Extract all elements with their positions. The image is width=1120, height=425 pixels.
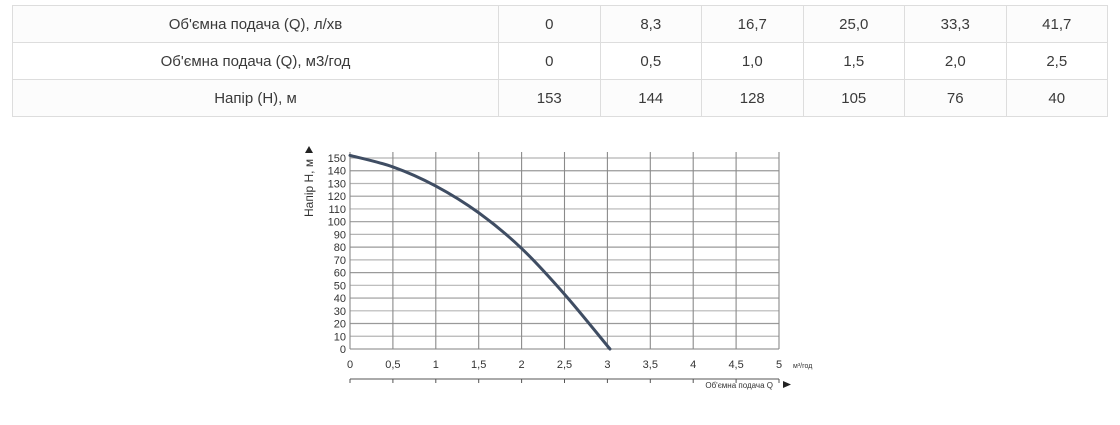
table-cell: 0: [498, 42, 601, 80]
x-tick-label: 4: [690, 359, 696, 371]
table-cell: 2,0: [904, 42, 1007, 80]
x-unit-label: м³/год: [793, 363, 812, 370]
table-cell: 41,7: [1005, 5, 1108, 43]
performance-table: Об'ємна подача (Q), л/хв 0 8,3 16,7 25,0 33,3…: [12, 5, 1108, 117]
x-tick-label: 1: [433, 359, 439, 371]
table-cell: 153: [498, 79, 601, 117]
x-axis-title: Об'ємна подача Q: [705, 381, 773, 390]
table-row: Об'ємна подача (Q), л/хв 0 8,3 16,7 25,0 33,3…: [12, 5, 1108, 43]
y-tick-label: 50: [334, 280, 346, 292]
x-tick-label: 2: [519, 359, 525, 371]
row-label: Напір (H), м: [12, 79, 499, 117]
table-cell: 0,5: [599, 42, 702, 80]
table-row: Об'ємна подача (Q), м3/год 0 0,5 1,0 1,5 2,0 2…: [12, 42, 1108, 80]
x-tick-label: 5: [776, 359, 782, 371]
table-row: Напір (H), м 153 144 128 105 76 40: [12, 79, 1108, 117]
y-tick-label: 90: [334, 229, 346, 241]
x-tick-label: 4,5: [728, 359, 743, 371]
y-tick-label: 120: [328, 191, 346, 203]
y-tick-label: 20: [334, 319, 346, 331]
table-cell: 144: [599, 79, 702, 117]
y-tick-label: 40: [334, 293, 346, 305]
y-tick-label: 10: [334, 331, 346, 343]
y-tick-label: 150: [328, 153, 346, 165]
x-arrow-icon: [783, 381, 791, 388]
y-arrow-icon: [305, 146, 313, 153]
table-cell: 33,3: [904, 5, 1007, 43]
y-tick-label: 70: [334, 255, 346, 267]
head-curve-line: [348, 153, 612, 351]
y-tick-label: 110: [328, 204, 346, 216]
pump-curve-chart: 0 10 20 30 40 50 60 70 80 90 100 110 120 130 140 150 0 0,…: [280, 138, 840, 408]
y-tick-label: 0: [340, 344, 346, 356]
y-tick-label: 130: [328, 178, 346, 190]
x-tick-label: 3,5: [643, 359, 658, 371]
table-cell: 25,0: [802, 5, 905, 43]
x-tick-label: 0: [347, 359, 353, 371]
table-cell: 40: [1005, 79, 1108, 117]
x-tick-label: 1,5: [471, 359, 486, 371]
table-cell: 8,3: [599, 5, 702, 43]
table-cell: 1,0: [701, 42, 804, 80]
table-cell: 76: [904, 79, 1007, 117]
table-cell: 2,5: [1005, 42, 1108, 80]
x-tick-label: 3: [604, 359, 610, 371]
table-cell: 105: [802, 79, 905, 117]
table-cell: 1,5: [802, 42, 905, 80]
table-cell: 16,7: [701, 5, 804, 43]
y-tick-label: 30: [334, 306, 346, 318]
y-tick-label: 80: [334, 242, 346, 254]
x-tick-label: 0,5: [385, 359, 400, 371]
y-tick-label: 100: [328, 217, 346, 229]
y-tick-label: 140: [328, 166, 346, 178]
row-label: Об'ємна подача (Q), м3/год: [12, 42, 499, 80]
table-cell: 128: [701, 79, 804, 117]
row-label: Об'ємна подача (Q), л/хв: [12, 5, 499, 43]
y-tick-label: 60: [334, 268, 346, 280]
table-cell: 0: [498, 5, 601, 43]
y-axis-title: Напір H, м: [302, 159, 316, 217]
x-tick-label: 2,5: [557, 359, 572, 371]
